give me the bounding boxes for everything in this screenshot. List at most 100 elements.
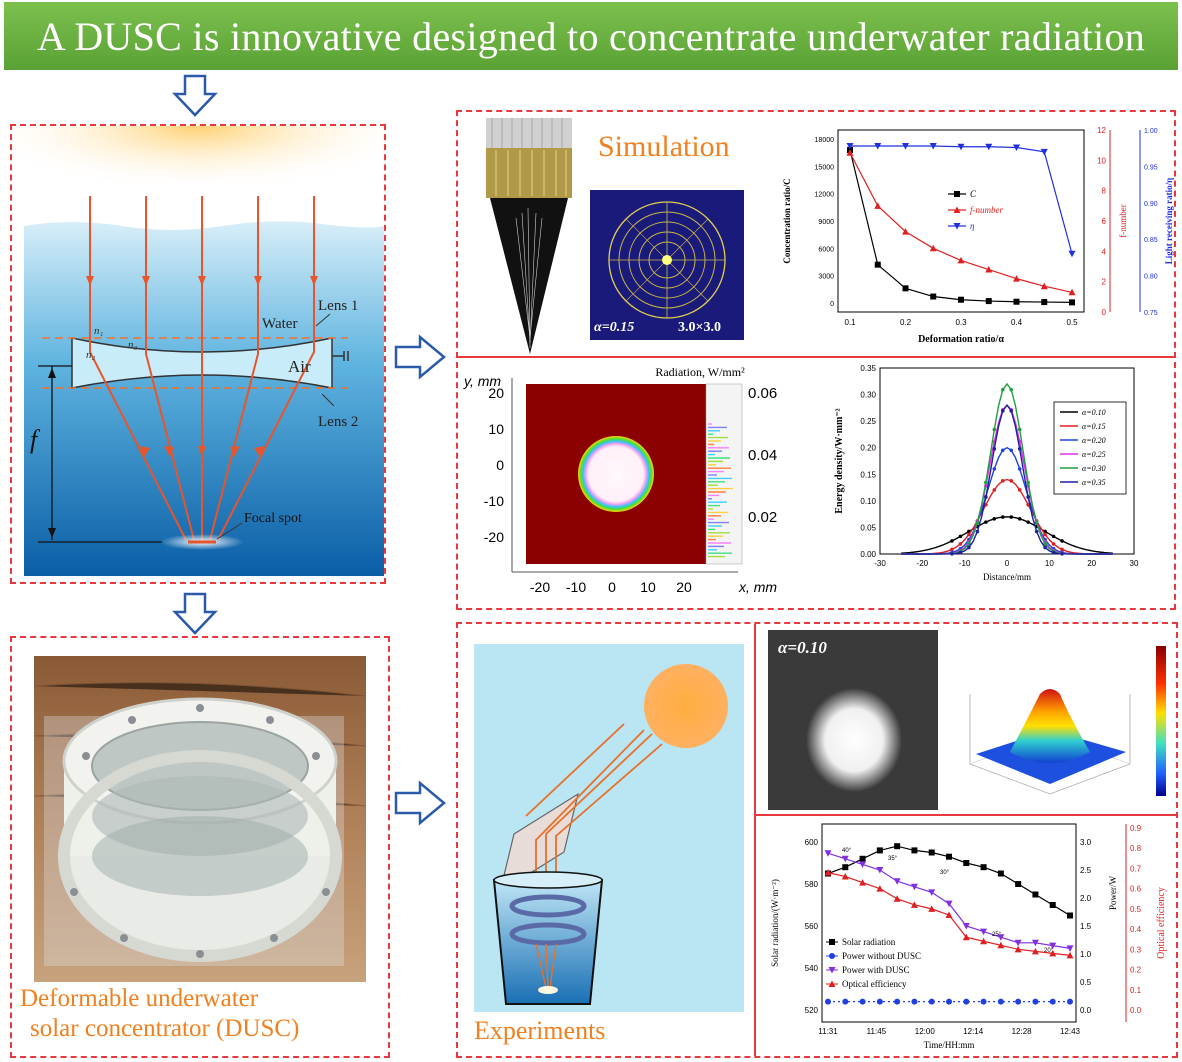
plot-frame xyxy=(821,823,1077,1023)
x-tick-label: 12:00 xyxy=(915,1027,936,1036)
x-tick-label: 30 xyxy=(1130,559,1139,568)
light-rays xyxy=(89,196,315,541)
data-point xyxy=(997,934,1005,941)
x-tick-label: 10 xyxy=(1045,559,1054,568)
data-point xyxy=(928,998,935,1005)
data-point xyxy=(876,885,884,892)
data-point xyxy=(1014,939,1022,947)
data-point xyxy=(1017,427,1022,432)
data-point xyxy=(1067,998,1073,1005)
data-point xyxy=(980,928,988,936)
data-point xyxy=(876,998,883,1005)
legend-marker xyxy=(953,206,961,213)
y-right1-tick-label: 8 xyxy=(1102,187,1107,196)
y-right2-tick-label: 1.00 xyxy=(1144,128,1158,135)
label-focal-length: f xyxy=(30,425,41,454)
data-point xyxy=(1066,951,1074,959)
y-right2-tick-label: 0.1 xyxy=(1130,986,1142,995)
data-point xyxy=(1043,545,1047,550)
x-axis-label: Deformation ratio/α xyxy=(918,334,1004,345)
y-left-tick-label: 15000 xyxy=(815,164,835,171)
data-point xyxy=(997,870,1004,877)
label-focal-spot: Focal spot xyxy=(244,511,302,526)
data-point xyxy=(984,480,988,485)
data-point xyxy=(842,998,849,1005)
y-right2-tick-label: 0.4 xyxy=(1130,925,1142,934)
data-point xyxy=(945,911,953,918)
data-point xyxy=(962,933,970,941)
data-point xyxy=(874,202,882,209)
data-point xyxy=(946,998,952,1005)
data-point xyxy=(910,901,918,908)
radiation-heatmap: 20 10 0 -10 -20 -20 -10 0 10 20 x, mm y, mm Radiatio… xyxy=(463,365,777,595)
legend-label: Optical efficiency xyxy=(842,979,907,989)
data-point xyxy=(1068,288,1076,296)
data-point xyxy=(825,998,831,1005)
series-line xyxy=(849,152,1073,293)
plot-frame xyxy=(879,367,1135,555)
data-point xyxy=(997,941,1005,949)
legend-marker xyxy=(953,223,961,230)
x-tick-label: 0 xyxy=(608,579,616,595)
y-right1-tick-label: 10 xyxy=(1097,156,1106,165)
simulation-title: Simulation xyxy=(598,130,730,163)
y-right2-tick-label: 0.6 xyxy=(1130,885,1142,894)
y-tick-label: 0.35 xyxy=(860,364,876,373)
data-point xyxy=(980,864,987,871)
data-point xyxy=(1049,942,1057,950)
data-point xyxy=(876,867,884,874)
data-point xyxy=(1034,529,1039,534)
y-left-tick-label: 12000 xyxy=(815,192,835,199)
experiments-panel: Experiments α=0.10 11:31 11:45 12:00 12:14 1… xyxy=(456,622,1178,1058)
optics-diagram: Water Lens 1 Air Lens 2 f Focal spot n₁ … xyxy=(12,126,384,576)
data-point xyxy=(1009,515,1014,519)
data-point xyxy=(1015,881,1022,887)
data-point xyxy=(997,998,1004,1005)
y-right1-tick-label: 6 xyxy=(1102,217,1107,226)
angle-annotation: 30° xyxy=(940,870,950,876)
y-tick-label: 0.05 xyxy=(860,523,876,532)
legend-label: f-number xyxy=(970,205,1003,215)
data-point xyxy=(975,521,980,525)
data-point xyxy=(945,900,953,908)
data-point xyxy=(930,293,937,300)
data-point xyxy=(1000,409,1005,413)
label-n1: n₁ xyxy=(94,325,104,337)
data-point xyxy=(841,855,849,863)
y-tick-label: 20 xyxy=(488,385,504,401)
data-point xyxy=(894,998,901,1005)
y-right2-tick-label: 0.85 xyxy=(1144,237,1158,244)
data-point xyxy=(1034,521,1039,525)
legend-label: α=0.15 xyxy=(1082,422,1106,431)
data-point xyxy=(1049,998,1056,1005)
data-point xyxy=(841,873,849,880)
data-point xyxy=(1043,541,1047,546)
data-point xyxy=(876,847,883,854)
angle-annotation: 20° xyxy=(1044,948,1054,954)
y-right1-axis-label: Power/W xyxy=(1108,876,1118,910)
water-body xyxy=(24,221,384,576)
data-point xyxy=(1049,949,1057,957)
legend-label: α=0.30 xyxy=(1082,464,1106,473)
x-tick-label: 20 xyxy=(1087,559,1096,568)
y-right2-tick-label: 0.95 xyxy=(1144,164,1158,171)
legend-box xyxy=(1053,401,1127,495)
data-point xyxy=(846,149,854,156)
x-tick-label: 12:43 xyxy=(1060,1027,1081,1036)
data-point xyxy=(963,998,970,1005)
y-right1-tick-label: 0 xyxy=(1102,308,1107,317)
legend-label: η xyxy=(970,221,975,231)
y-tick-label: -10 xyxy=(484,493,504,509)
y-right1-tick-label: 2 xyxy=(1102,278,1107,287)
data-point xyxy=(911,998,918,1005)
x-tick-label: 0.3 xyxy=(955,318,967,327)
data-point xyxy=(859,861,867,868)
data-point xyxy=(958,542,963,546)
data-point xyxy=(1060,551,1064,556)
spot-alpha-label: α=0.15 xyxy=(594,320,635,335)
spot-photo: α=0.10 xyxy=(768,630,938,810)
y-right2-axis-label: Optical efficiency xyxy=(1156,887,1167,959)
experiments-title: Experiments xyxy=(474,1016,606,1045)
data-point xyxy=(967,545,971,550)
data-point xyxy=(842,864,849,871)
